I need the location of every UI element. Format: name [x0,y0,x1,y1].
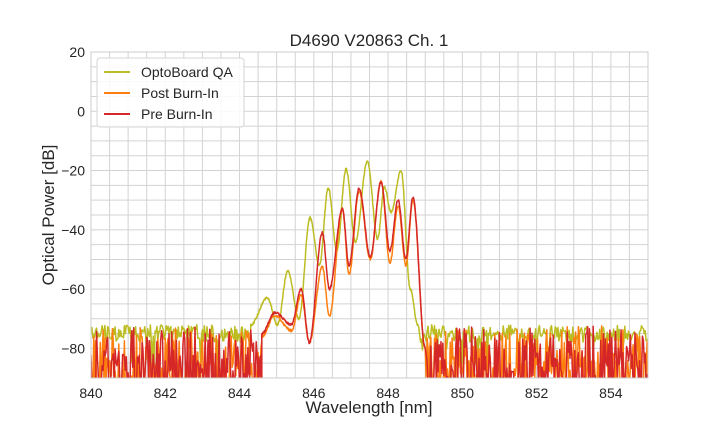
y-tick-label: −60 [61,281,85,297]
x-tick-label: 840 [79,385,103,401]
y-tick-label: 0 [77,103,85,119]
x-tick-label: 848 [376,385,400,401]
x-tick-label: 852 [525,385,549,401]
legend-label: Pre Burn-In [141,106,213,122]
legend-box [96,57,245,128]
series-line-optoboard-qa [91,160,648,366]
y-tick-label: −80 [61,340,85,356]
x-tick-label: 842 [154,385,178,401]
x-tick-label: 846 [302,385,326,401]
legend-label: Post Burn-In [141,85,219,101]
series-line-pre-burn-in [91,181,648,378]
x-tick-labels: 840 842 844 846 848 850 852 854 [79,385,622,401]
y-tick-labels: −80 −60 −40 −20 0 20 [61,44,85,356]
y-tick-label: 20 [69,44,85,60]
x-tick-label: 850 [451,385,475,401]
x-tick-label: 844 [228,385,252,401]
plot-frame [90,51,649,379]
x-tick-label: 854 [599,385,623,401]
legend-label: OptoBoard QA [141,64,233,80]
legend: OptoBoard QA Post Burn-In Pre Burn-In [96,57,245,128]
y-tick-label: −20 [61,163,85,179]
chart-title: D4690 V20863 Ch. 1 [290,31,449,50]
x-axis-label: Wavelength [nm] [306,398,433,417]
y-tick-label: −40 [61,222,85,238]
y-axis-label: Optical Power [dB] [39,145,58,286]
